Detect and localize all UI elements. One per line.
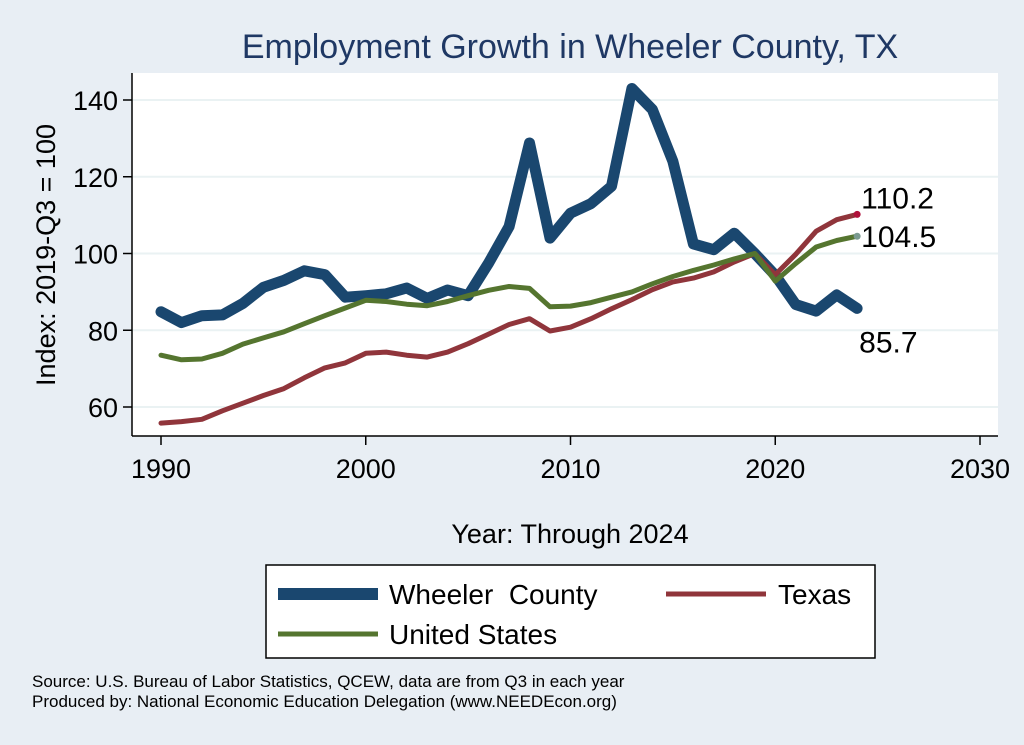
legend-label-us: United States	[389, 619, 557, 650]
x-axis-label: Year: Through 2024	[451, 519, 688, 549]
y-axis-label: Index: 2019-Q3 = 100	[31, 124, 61, 386]
y-tick-label: 60	[88, 393, 118, 423]
y-tick-label: 100	[73, 240, 118, 270]
x-tick-label: 2010	[540, 454, 600, 484]
y-tick-label: 140	[73, 86, 118, 116]
end-point-0	[853, 304, 861, 312]
end-labels: 85.7 110.2 104.5	[859, 182, 936, 359]
legend-label-wheeler: Wheeler County	[389, 579, 598, 610]
source-note: Source: U.S. Bureau of Labor Statistics,…	[32, 672, 624, 712]
end-label-0: 85.7	[859, 326, 917, 359]
end-label-2: 104.5	[861, 221, 936, 254]
legend: Wheeler County Texas United States	[265, 564, 876, 659]
source-line: Source: U.S. Bureau of Labor Statistics,…	[32, 672, 625, 691]
legend-box	[265, 564, 876, 659]
end-point-2	[853, 232, 861, 240]
x-tick-label: 2000	[336, 454, 396, 484]
producer-line: Produced by: National Economic Education…	[32, 692, 617, 711]
series-line-2	[158, 233, 860, 363]
series-line-0	[155, 83, 863, 329]
y-tick-label: 80	[88, 316, 118, 346]
y-tick-label: 120	[73, 163, 118, 193]
axes: 60 80 100 120 140 1990 2000 2010 2020 2030	[73, 73, 1010, 484]
end-point-1	[853, 210, 861, 218]
chart-title: Employment Growth in Wheeler County, TX	[242, 28, 898, 66]
end-label-1: 110.2	[861, 182, 934, 215]
x-tick-label: 2030	[950, 454, 1010, 484]
series-lines	[155, 83, 863, 426]
x-tick-label: 2020	[745, 454, 805, 484]
legend-label-texas: Texas	[778, 579, 851, 610]
x-tick-label: 1990	[131, 454, 191, 484]
